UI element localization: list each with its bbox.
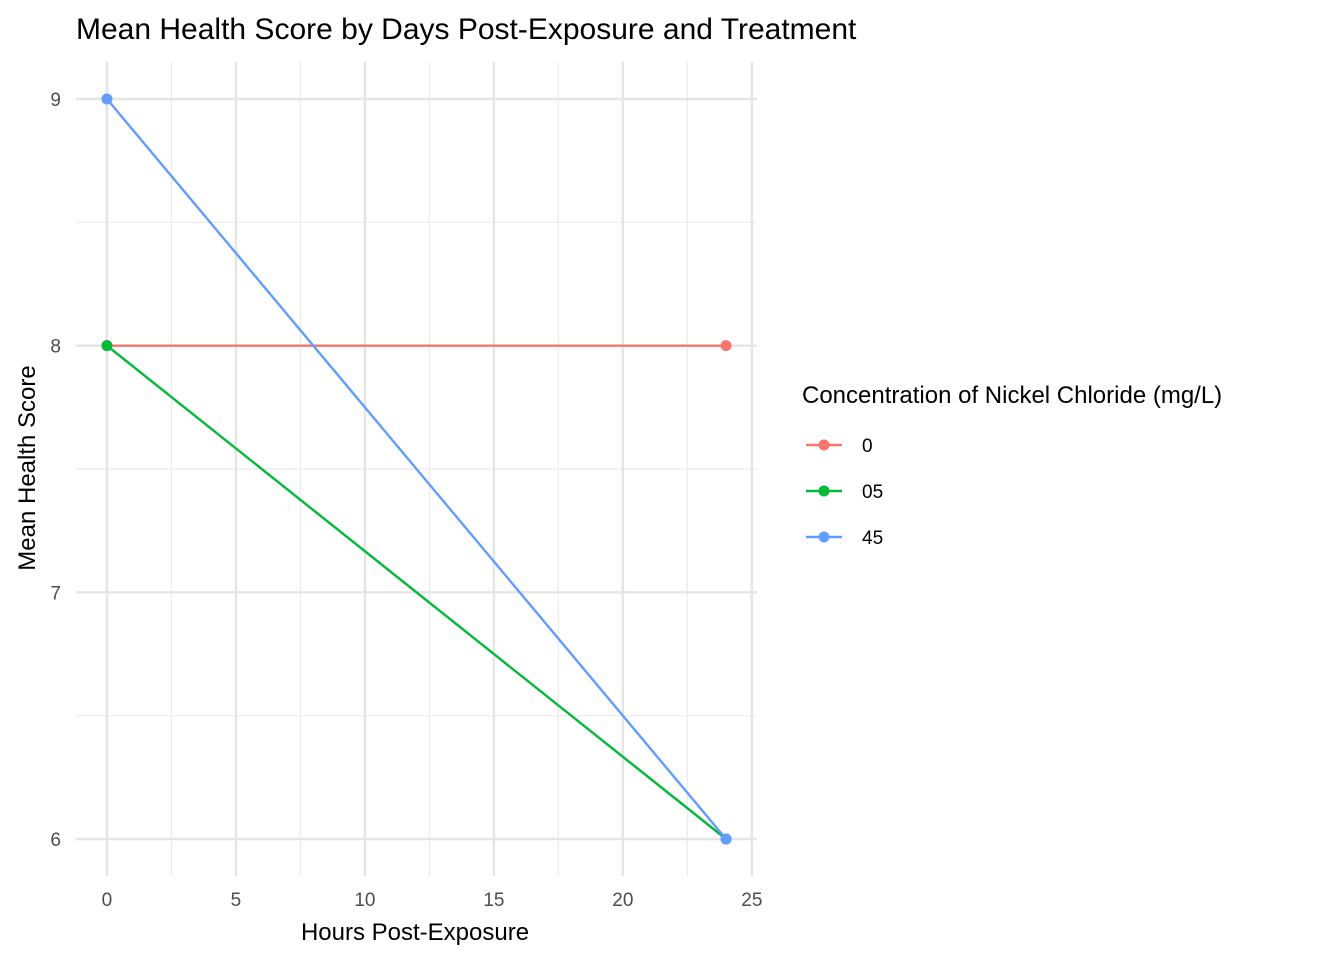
y-tick-label: 8	[50, 337, 61, 358]
legend-key-point	[818, 531, 830, 543]
y-tick-label: 7	[50, 583, 61, 604]
legend: Concentration of Nickel Chloride (mg/L) …	[802, 382, 1222, 549]
x-tick-label: 20	[612, 890, 633, 911]
x-tick-label: 5	[231, 890, 242, 911]
data-point-45	[101, 93, 113, 105]
y-axis-label: Mean Health Score	[14, 365, 41, 570]
legend-label: 45	[862, 528, 883, 549]
data-point-0	[720, 340, 732, 352]
legend-label: 0	[862, 436, 873, 457]
legend-item-0: 0	[806, 436, 873, 457]
data-point-45	[720, 833, 732, 845]
series-layer	[101, 93, 732, 845]
legend-title: Concentration of Nickel Chloride (mg/L)	[802, 382, 1222, 409]
legend-key-point	[818, 485, 830, 497]
data-point-05	[101, 340, 113, 352]
chart-title: Mean Health Score by Days Post-Exposure …	[76, 13, 857, 46]
tick-layer: 0 5 10 15 20 25 6 7 8 9	[50, 90, 762, 911]
legend-item-45: 45	[806, 528, 883, 549]
y-tick-label: 9	[50, 90, 61, 111]
x-tick-label: 0	[102, 890, 113, 911]
x-tick-label: 10	[354, 890, 375, 911]
series-line-05	[106, 344, 727, 840]
x-tick-label: 25	[741, 890, 762, 911]
legend-label: 05	[862, 482, 883, 503]
x-axis-label: Hours Post-Exposure	[301, 919, 529, 946]
y-tick-label: 6	[50, 830, 61, 851]
x-tick-label: 15	[483, 890, 504, 911]
legend-item-05: 05	[806, 482, 883, 503]
series-line-45	[106, 98, 727, 840]
legend-key-point	[818, 439, 830, 451]
legend-items: 0 05 45	[806, 436, 883, 549]
